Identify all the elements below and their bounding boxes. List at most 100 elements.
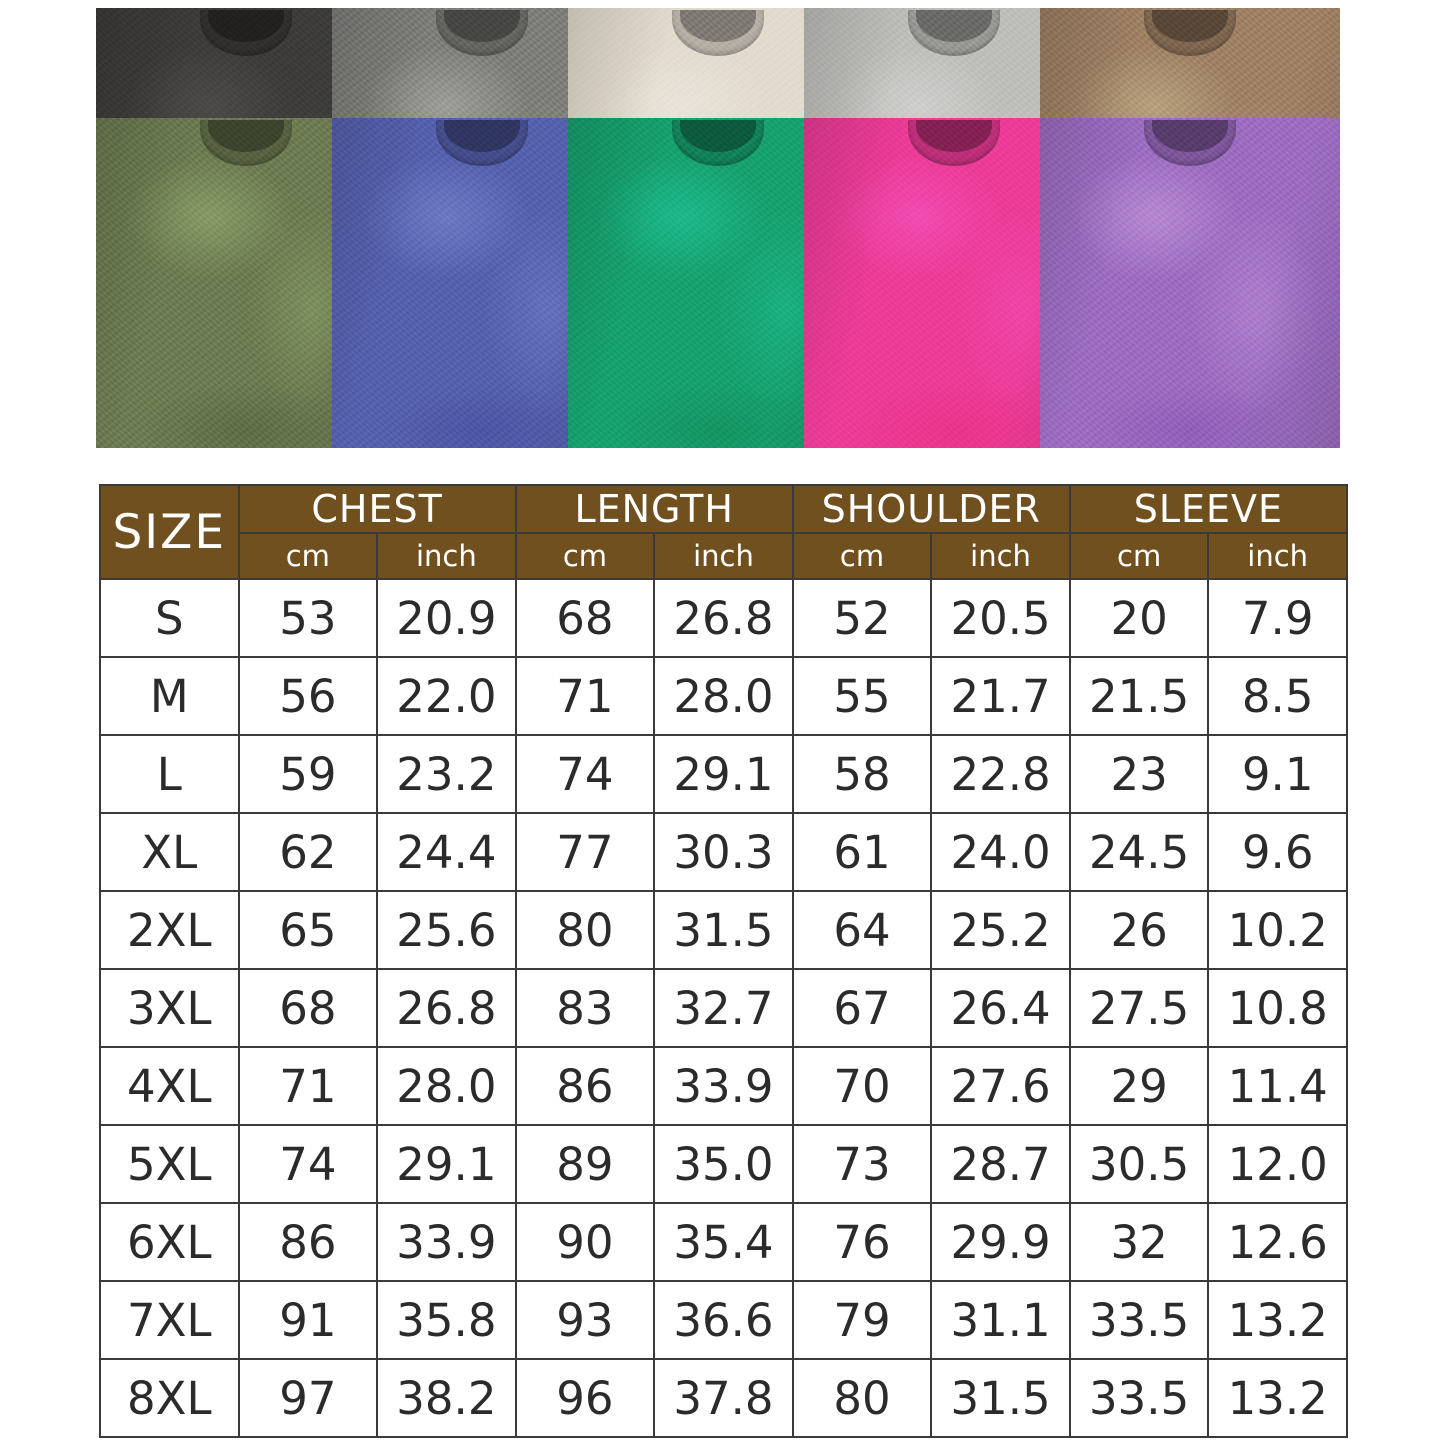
shirt-body [384, 126, 580, 448]
size-label-4XL: 4XL [99, 1046, 240, 1126]
table-row: S 53 20.9 68 26.8 52 20.5 20 7.9 [99, 578, 1348, 658]
size-chart-table: SIZE CHEST LENGTH SHOULDER SLEEVE cm inc… [99, 484, 1349, 1438]
cell-chest_cm: 68 [237, 968, 379, 1048]
table-row: 5XL 74 29.1 89 35.0 73 28.7 30.5 12.0 [99, 1124, 1348, 1204]
cell-shoulder_cm: 52 [791, 578, 933, 658]
size-label-8XL: 8XL [99, 1358, 240, 1438]
size-chart-body: S 53 20.9 68 26.8 52 20.5 20 7.9 M 56 22.0 71 28.0 55 2… [99, 578, 1348, 1438]
cell-chest_cm: 71 [237, 1046, 379, 1126]
cell-chest_cm: 65 [237, 890, 379, 970]
table-row: M 56 22.0 71 28.0 55 21.7 21.5 8.5 [99, 656, 1348, 736]
cell-length_inch: 35.0 [653, 1124, 794, 1204]
cell-sleeve_inch: 9.6 [1207, 812, 1348, 892]
cell-shoulder_cm: 58 [791, 734, 933, 814]
cell-chest_inch: 25.6 [376, 890, 517, 970]
size-chart-head: SIZE CHEST LENGTH SHOULDER SLEEVE cm inc… [99, 484, 1349, 580]
cell-sleeve_cm: 23 [1068, 734, 1210, 814]
table-row: L 59 23.2 74 29.1 58 22.8 23 9.1 [99, 734, 1348, 814]
header-row-groups: SIZE CHEST LENGTH SHOULDER SLEEVE [99, 484, 1349, 580]
cell-shoulder_cm: 76 [791, 1202, 933, 1282]
cell-sleeve_cm: 33.5 [1068, 1280, 1210, 1360]
shirt-body [1092, 126, 1288, 448]
cell-sleeve_cm: 27.5 [1068, 968, 1210, 1048]
cell-length_cm: 77 [514, 812, 656, 892]
cell-length_cm: 80 [514, 890, 656, 970]
cell-sleeve_cm: 24.5 [1068, 812, 1210, 892]
cell-sleeve_inch: 10.8 [1207, 968, 1348, 1048]
cell-shoulder_inch: 26.4 [930, 968, 1071, 1048]
cell-length_cm: 68 [514, 578, 656, 658]
table-row: 3XL 68 26.8 83 32.7 67 26.4 27.5 10.8 [99, 968, 1348, 1048]
header-group-chest: CHEST [237, 484, 517, 534]
cell-sleeve_inch: 10.2 [1207, 890, 1348, 970]
cell-sleeve_cm: 30.5 [1068, 1124, 1210, 1204]
cell-length_cm: 90 [514, 1202, 656, 1282]
cell-length_inch: 30.3 [653, 812, 794, 892]
cell-shoulder_inch: 20.5 [930, 578, 1071, 658]
cell-sleeve_inch: 13.2 [1207, 1358, 1348, 1438]
cell-sleeve_inch: 7.9 [1207, 578, 1348, 658]
cell-chest_inch: 24.4 [376, 812, 517, 892]
cell-shoulder_inch: 27.6 [930, 1046, 1071, 1126]
cell-chest_inch: 33.9 [376, 1202, 517, 1282]
cell-chest_inch: 35.8 [376, 1280, 517, 1360]
header-unit-length-inch: inch [653, 532, 794, 580]
cell-shoulder_inch: 29.9 [930, 1202, 1071, 1282]
cell-length_cm: 93 [514, 1280, 656, 1360]
cell-shoulder_inch: 21.7 [930, 656, 1071, 736]
cell-shoulder_cm: 70 [791, 1046, 933, 1126]
cell-chest_inch: 22.0 [376, 656, 517, 736]
cell-sleeve_cm: 29 [1068, 1046, 1210, 1126]
table-row: 4XL 71 28.0 86 33.9 70 27.6 29 11.4 [99, 1046, 1348, 1126]
cell-shoulder_inch: 22.8 [930, 734, 1071, 814]
cell-shoulder_inch: 28.7 [930, 1124, 1071, 1204]
cell-shoulder_cm: 73 [791, 1124, 933, 1204]
cell-sleeve_inch: 11.4 [1207, 1046, 1348, 1126]
cell-shoulder_cm: 55 [791, 656, 933, 736]
header-unit-chest-inch: inch [376, 532, 517, 580]
cell-length_inch: 33.9 [653, 1046, 794, 1126]
header-unit-sleeve-inch: inch [1207, 532, 1348, 580]
header-group-length: LENGTH [514, 484, 794, 534]
cell-chest_inch: 23.2 [376, 734, 517, 814]
cell-shoulder_cm: 80 [791, 1358, 933, 1438]
cell-shoulder_inch: 31.1 [930, 1280, 1071, 1360]
size-label-M: M [99, 656, 240, 736]
size-label-2XL: 2XL [99, 890, 240, 970]
size-label-3XL: 3XL [99, 968, 240, 1048]
product-photo-strip [0, 0, 1445, 470]
table-row: 7XL 91 35.8 93 36.6 79 31.1 33.5 13.2 [99, 1280, 1348, 1360]
shirt-body [856, 126, 1052, 448]
cell-length_inch: 35.4 [653, 1202, 794, 1282]
cell-shoulder_inch: 31.5 [930, 1358, 1071, 1438]
purple-washed-shirt [1039, 118, 1341, 448]
cell-shoulder_inch: 24.0 [930, 812, 1071, 892]
cell-shoulder_inch: 25.2 [930, 890, 1071, 970]
cell-chest_inch: 29.1 [376, 1124, 517, 1204]
table-row: 6XL 86 33.9 90 35.4 76 29.9 32 12.6 [99, 1202, 1348, 1282]
cell-sleeve_inch: 12.6 [1207, 1202, 1348, 1282]
cell-chest_cm: 56 [237, 656, 379, 736]
header-unit-shoulder-inch: inch [930, 532, 1071, 580]
cell-chest_cm: 59 [237, 734, 379, 814]
cell-length_cm: 86 [514, 1046, 656, 1126]
header-size: SIZE [99, 484, 240, 580]
cell-length_inch: 29.1 [653, 734, 794, 814]
shirt-body [620, 126, 816, 448]
cell-shoulder_cm: 79 [791, 1280, 933, 1360]
cell-length_cm: 74 [514, 734, 656, 814]
cell-length_inch: 32.7 [653, 968, 794, 1048]
cell-shoulder_cm: 61 [791, 812, 933, 892]
cell-shoulder_cm: 67 [791, 968, 933, 1048]
cell-length_cm: 71 [514, 656, 656, 736]
cell-chest_inch: 38.2 [376, 1358, 517, 1438]
cell-length_inch: 36.6 [653, 1280, 794, 1360]
header-unit-chest-cm: cm [237, 532, 379, 580]
size-label-L: L [99, 734, 240, 814]
cell-sleeve_cm: 32 [1068, 1202, 1210, 1282]
cell-length_cm: 83 [514, 968, 656, 1048]
cell-sleeve_inch: 8.5 [1207, 656, 1348, 736]
header-unit-shoulder-cm: cm [791, 532, 933, 580]
cell-sleeve_cm: 21.5 [1068, 656, 1210, 736]
cell-length_cm: 89 [514, 1124, 656, 1204]
